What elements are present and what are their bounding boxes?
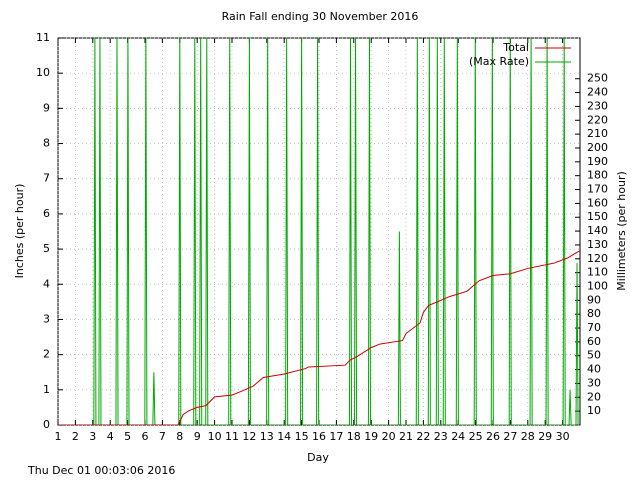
y2-tick-label: 70 [587, 321, 601, 334]
chart-title: Rain Fall ending 30 November 2016 [222, 10, 419, 23]
x-tick-label: 19 [364, 430, 378, 443]
y2-tick-label: 180 [587, 169, 608, 182]
x-tick-label: 23 [434, 430, 448, 443]
line-series [58, 250, 580, 425]
line-series [93, 38, 579, 425]
x-tick-label: 1 [55, 430, 62, 443]
y2-tick-label: 160 [587, 196, 608, 209]
x-tick-label: 24 [451, 430, 465, 443]
y-tick-label: 11 [36, 31, 50, 44]
x-tick-label: 3 [89, 430, 96, 443]
x-tick-label: 15 [295, 430, 309, 443]
x-tick-label: 8 [176, 430, 183, 443]
x-tick-label: 28 [521, 430, 535, 443]
x-tick-label: 27 [503, 430, 517, 443]
y-tick-label: 2 [43, 348, 50, 361]
legend-label: (Max Rate) [469, 55, 529, 68]
x-tick-label: 20 [382, 430, 396, 443]
x-tick-label: 11 [225, 430, 239, 443]
x-tick-label: 12 [242, 430, 256, 443]
y2-tick-label: 190 [587, 155, 608, 168]
x-tick-label: 30 [556, 430, 570, 443]
y2-tick-label: 220 [587, 113, 608, 126]
y2-tick-label: 210 [587, 127, 608, 140]
y2-tick-label: 230 [587, 99, 608, 112]
y2-tick-label: 150 [587, 210, 608, 223]
y-tick-label: 5 [43, 242, 50, 255]
x-tick-label: 21 [399, 430, 413, 443]
y2-tick-label: 170 [587, 183, 608, 196]
y2-tick-label: 140 [587, 224, 608, 237]
y2-tick-label: 60 [587, 335, 601, 348]
y-tick-label: 1 [43, 383, 50, 396]
y-tick-label: 4 [43, 277, 50, 290]
x-tick-label: 4 [107, 430, 114, 443]
x-tick-label: 22 [416, 430, 430, 443]
y2-tick-label: 40 [587, 363, 601, 376]
x-tick-label: 2 [72, 430, 79, 443]
x-tick-label: 6 [142, 430, 149, 443]
y-tick-label: 6 [43, 207, 50, 220]
y2-tick-label: 130 [587, 238, 608, 251]
y2-tick-label: 110 [587, 266, 608, 279]
x-axis-label: Day [307, 451, 329, 464]
y2-tick-label: 30 [587, 376, 601, 389]
y2-tick-label: 90 [587, 293, 601, 306]
plot-area [58, 38, 580, 425]
x-tick-label: 13 [260, 430, 274, 443]
x-tick-label: 10 [208, 430, 222, 443]
x-tick-label: 7 [159, 430, 166, 443]
timestamp: Thu Dec 01 00:03:06 2016 [27, 464, 175, 477]
y2-tick-label: 240 [587, 86, 608, 99]
y2-tick-label: 120 [587, 252, 608, 265]
x-tick-label: 29 [538, 430, 552, 443]
x-tick-label: 18 [347, 430, 361, 443]
x-tick-label: 5 [124, 430, 131, 443]
y-tick-label: 9 [43, 101, 50, 114]
y2-tick-label: 20 [587, 390, 601, 403]
y2-tick-label: 100 [587, 279, 608, 292]
y-tick-label: 7 [43, 172, 50, 185]
y2-tick-label: 50 [587, 349, 601, 362]
y2-tick-label: 80 [587, 307, 601, 320]
y-tick-label: 3 [43, 312, 50, 325]
legend-label: Total [502, 41, 529, 54]
y2-axis-label: Millimeters (per hour) [615, 171, 628, 291]
x-tick-label: 26 [486, 430, 500, 443]
x-tick-label: 25 [469, 430, 483, 443]
y-tick-label: 10 [36, 66, 50, 79]
x-tick-label: 9 [194, 430, 201, 443]
x-tick-label: 14 [277, 430, 291, 443]
y2-tick-label: 200 [587, 141, 608, 154]
y2-tick-label: 250 [587, 72, 608, 85]
x-tick-label: 16 [312, 430, 326, 443]
y2-tick-label: 10 [587, 404, 601, 417]
y-tick-label: 8 [43, 137, 50, 150]
y-axis-label: Inches (per hour) [13, 184, 26, 279]
y-tick-label: 0 [43, 418, 50, 431]
x-tick-label: 17 [329, 430, 343, 443]
